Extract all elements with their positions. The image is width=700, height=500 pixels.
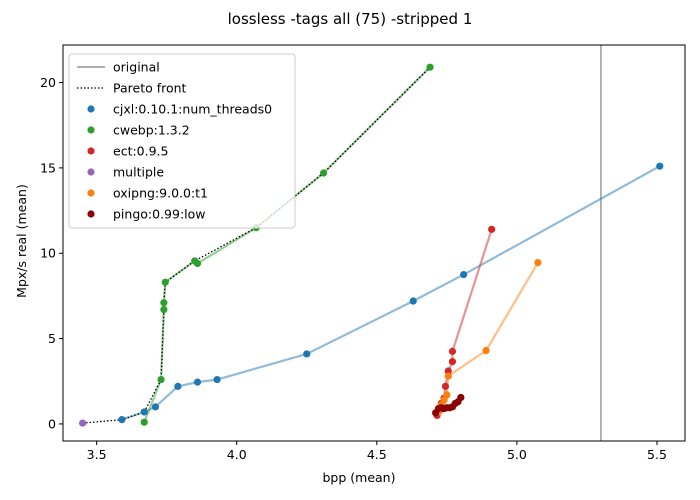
- data-point-0: [151, 403, 160, 411]
- y-tick-label: 10: [40, 246, 56, 261]
- series-line-4: [437, 262, 539, 413]
- legend-swatch-marker: [87, 210, 95, 218]
- data-point-0: [656, 162, 664, 170]
- data-point-4: [482, 346, 490, 355]
- x-tick-label: 4.5: [367, 447, 387, 462]
- data-point-4: [443, 391, 451, 399]
- data-point-1: [140, 418, 148, 426]
- data-point-1: [161, 278, 169, 286]
- data-point-2: [448, 347, 457, 355]
- data-point-4: [444, 372, 452, 380]
- data-point-0: [140, 408, 148, 416]
- data-point-0: [174, 382, 182, 390]
- legend-label: ect:0.9.5: [113, 144, 168, 159]
- data-point-0: [409, 297, 417, 305]
- data-point-0: [193, 378, 202, 386]
- data-point-1: [160, 305, 168, 314]
- legend-label: pingo:0.99:low: [113, 207, 206, 222]
- legend-swatch-marker: [87, 189, 95, 197]
- y-tick-label: 20: [40, 75, 56, 90]
- x-axis-label: bpp (mean): [323, 470, 396, 485]
- data-point-2: [441, 382, 450, 390]
- legend-swatch-marker: [87, 105, 95, 113]
- y-tick-label: 5: [48, 331, 56, 346]
- legend-box: [68, 53, 296, 229]
- data-point-1: [157, 375, 165, 384]
- x-tick-label: 5.5: [647, 447, 667, 462]
- x-tick-label: 4.0: [227, 447, 247, 462]
- x-tick-label: 5.0: [507, 447, 527, 462]
- legend-swatch-marker: [87, 168, 95, 176]
- data-point-2: [488, 225, 496, 233]
- data-point-1: [319, 169, 328, 177]
- data-point-2: [448, 358, 457, 366]
- data-point-1: [193, 259, 202, 268]
- plot-area: 3.5 4.0 4.5 5.0 5.5 0 5 10 15 20: [40, 44, 686, 462]
- data-point-2: [444, 367, 452, 375]
- legend-label: original: [113, 60, 160, 75]
- plot-frame: [62, 44, 686, 442]
- data-point-5: [457, 393, 465, 402]
- y-tick-label: 0: [48, 416, 56, 431]
- legend-swatch-marker: [87, 147, 95, 155]
- legend-label: multiple: [113, 165, 164, 180]
- y-axis-label: Mpx/s real (mean): [14, 184, 29, 298]
- data-point-1: [160, 299, 168, 307]
- data-point-0: [303, 350, 311, 358]
- data-point-0: [460, 270, 468, 279]
- legend-label: cjxl:0.10.1:num_threads0: [113, 102, 272, 117]
- y-tick-label: 15: [40, 160, 56, 175]
- data-point-4: [534, 259, 542, 267]
- data-point-0: [213, 375, 221, 384]
- legend-label: cwebp:1.3.2: [113, 123, 190, 138]
- legend-label: oxipng:9.0.0:t1: [113, 186, 208, 201]
- data-point-1: [426, 63, 434, 71]
- legend: original Pareto front cjxl:0.10.1:num_thre…: [68, 53, 296, 229]
- data-point-0: [118, 416, 126, 424]
- legend-label: Pareto front: [113, 81, 187, 96]
- legend-swatch-marker: [87, 126, 95, 134]
- x-tick-label: 3.5: [87, 447, 107, 462]
- data-point-3: [79, 419, 87, 427]
- chart-title: lossless -tags all (75) -stripped 1: [228, 10, 473, 28]
